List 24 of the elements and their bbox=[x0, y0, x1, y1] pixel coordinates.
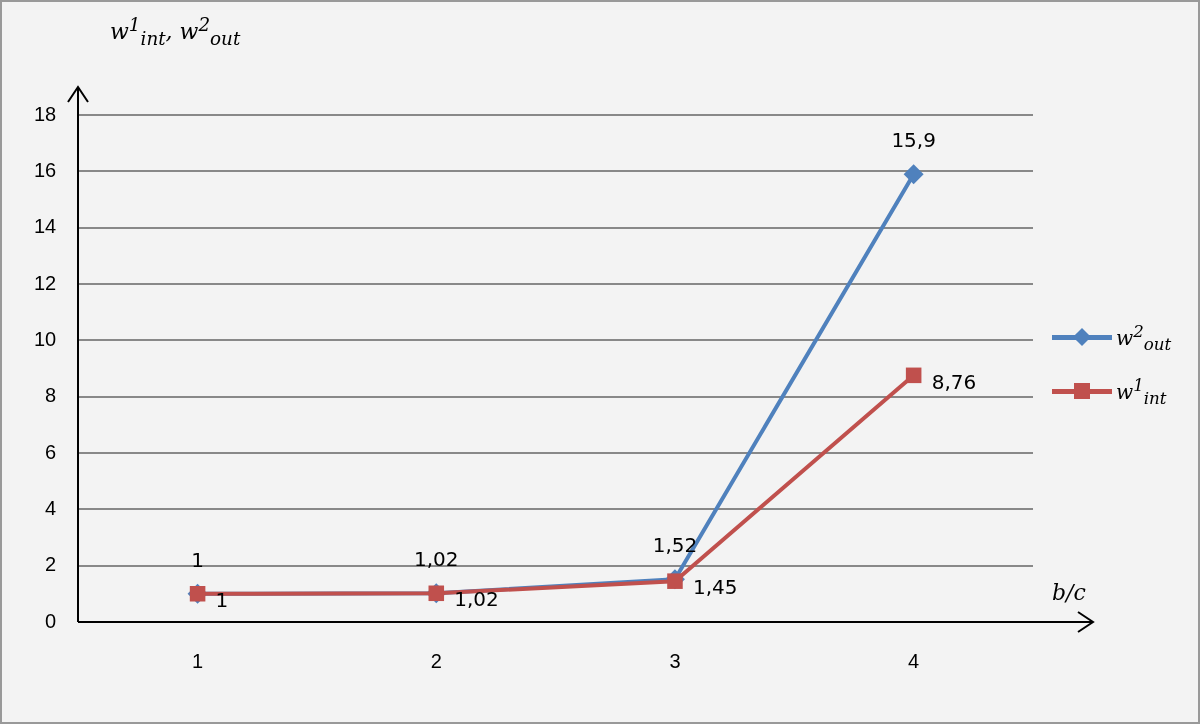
y-tick-label: 2 bbox=[45, 553, 57, 576]
y-tick-label: 4 bbox=[45, 496, 57, 519]
y-tick-label: 14 bbox=[34, 215, 57, 238]
x-tick-label: 3 bbox=[669, 649, 681, 672]
y-tick-label: 10 bbox=[34, 327, 57, 350]
y-tick-label: 12 bbox=[34, 271, 57, 294]
data-label: 1 bbox=[215, 588, 229, 613]
x-tick-label: 4 bbox=[908, 649, 920, 672]
data-label: 15,9 bbox=[891, 128, 936, 153]
y-tick-label: 0 bbox=[45, 609, 57, 632]
point bbox=[903, 164, 924, 185]
y-tick-label: 6 bbox=[45, 440, 57, 463]
data-label: 1 bbox=[191, 548, 204, 573]
point bbox=[905, 367, 922, 384]
data-label: 1,02 bbox=[454, 587, 499, 612]
data-label: 1,45 bbox=[692, 575, 738, 600]
y-tick-label: 18 bbox=[34, 102, 57, 125]
y-tick-label: 16 bbox=[34, 158, 57, 181]
x-axis-title: b/c bbox=[1052, 580, 1086, 605]
x-tick-label: 1 bbox=[192, 649, 204, 672]
data-label: 8,76 bbox=[931, 369, 977, 394]
data-label: 1,02 bbox=[414, 547, 459, 572]
x-tick-label: 2 bbox=[430, 649, 442, 672]
y-tick-label: 8 bbox=[45, 384, 57, 407]
